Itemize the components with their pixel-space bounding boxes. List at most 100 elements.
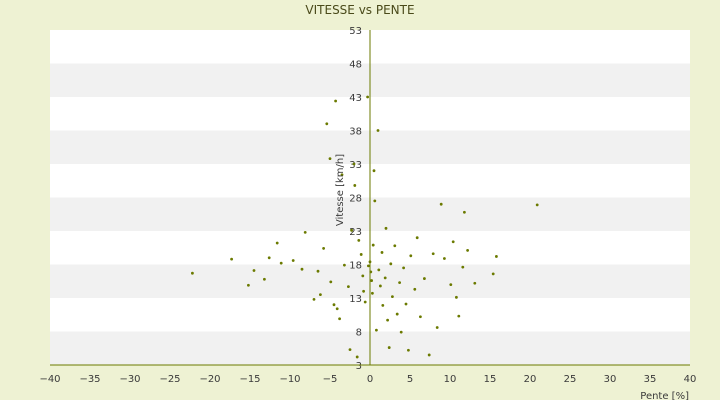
scatter-point [350, 228, 353, 232]
scatter-point [383, 276, 387, 280]
scatter-point [230, 257, 234, 261]
scatter-points [191, 95, 539, 359]
scatter-point [413, 287, 417, 291]
scatter-point [393, 244, 397, 248]
scatter-point [375, 328, 378, 332]
scatter-point [380, 251, 384, 254]
y-tick-label: 28 [349, 194, 362, 205]
scatter-point [386, 318, 389, 322]
scatter-point [495, 255, 498, 258]
scatter-point [443, 257, 446, 260]
x-tick-label: −20 [199, 374, 220, 385]
y-tick-label: 48 [349, 60, 362, 71]
scatter-point [191, 271, 194, 275]
scatter-point [377, 268, 381, 272]
x-axis-label: Pente [%] [640, 391, 689, 400]
scatter-point [267, 256, 271, 260]
x-tick-label: 35 [644, 374, 657, 385]
scatter-point [419, 315, 422, 319]
scatter-point [535, 203, 539, 207]
y-tick-label: 3 [356, 361, 362, 372]
scatter-point [404, 302, 408, 306]
scatter-point [473, 281, 477, 285]
scatter-point [449, 283, 453, 286]
scatter-point [363, 300, 367, 304]
scatter-point [312, 297, 316, 301]
y-tick-label: 43 [349, 93, 362, 104]
x-tick-label: 40 [684, 374, 697, 385]
scatter-point [451, 240, 455, 244]
scatter-point [263, 277, 266, 281]
scatter-point [415, 236, 419, 240]
scatter-point [252, 269, 256, 272]
scatter-point [389, 262, 393, 266]
scatter-point [461, 265, 465, 269]
scatter-point [335, 307, 339, 311]
scatter-point [361, 274, 365, 278]
scatter-point [247, 283, 250, 287]
x-axis-ticks: −40 −35 −30 −25 −20 −15 −10 −5 0 5 10 15 20 25 30 35 40 [39, 374, 696, 385]
scatter-point [316, 269, 320, 273]
scatter-point [334, 99, 337, 103]
scatter-point [457, 314, 461, 318]
scatter-point [398, 281, 401, 284]
scatter-point [329, 280, 333, 284]
scatter-point [322, 247, 325, 250]
scatter-point [359, 253, 363, 256]
scatter-point [372, 169, 376, 173]
scatter-point [369, 270, 373, 274]
scatter-point [352, 162, 356, 166]
scatter-point [491, 272, 495, 276]
x-tick-label: 30 [604, 374, 617, 385]
scatter-point [463, 210, 466, 214]
scatter-point [368, 260, 372, 264]
scatter-point [338, 317, 341, 321]
y-tick-label: 18 [349, 261, 362, 272]
scatter-point [347, 285, 350, 289]
scatter-point [391, 295, 394, 299]
scatter-point [455, 295, 458, 299]
x-tick-label: −40 [39, 374, 60, 385]
scatter-point [328, 157, 332, 161]
scatter-point [300, 267, 304, 271]
scatter-point [371, 291, 374, 295]
scatter-point [431, 252, 435, 256]
y-tick-label: 53 [349, 26, 362, 37]
scatter-point [435, 326, 439, 329]
scatter-point [279, 261, 283, 265]
x-tick-label: 5 [407, 374, 413, 385]
scatter-point [355, 355, 359, 359]
y-tick-label: 8 [356, 328, 362, 339]
x-tick-label: −35 [79, 374, 100, 385]
x-tick-label: 0 [367, 374, 373, 385]
scatter-point [381, 303, 385, 307]
y-tick-label: 38 [349, 127, 362, 138]
x-tick-label: −25 [159, 374, 180, 385]
scatter-point [384, 226, 388, 230]
scatter-point [319, 293, 322, 297]
scatter-point [399, 330, 403, 334]
x-tick-label: −30 [119, 374, 140, 385]
scatter-point [275, 241, 279, 245]
y-tick-label: 13 [349, 294, 362, 305]
scatter-point [325, 122, 329, 126]
x-tick-label: 15 [484, 374, 497, 385]
scatter-point [343, 263, 346, 267]
chart-title: VITESSE vs PENTE [305, 3, 414, 17]
x-tick-label: 25 [564, 374, 577, 385]
x-tick-label: −10 [279, 374, 300, 385]
scatter-point [376, 129, 380, 132]
x-tick-label: 20 [524, 374, 537, 385]
scatter-point [340, 173, 344, 177]
scatter-point [439, 202, 443, 206]
y-tick-label: 23 [349, 227, 362, 238]
scatter-point [353, 184, 357, 187]
scatter-point [373, 199, 377, 203]
scatter-point [466, 249, 469, 252]
scatter-point [423, 277, 426, 280]
scatter-point [366, 95, 369, 99]
scatter-point [409, 254, 413, 258]
scatter-point [371, 243, 375, 247]
